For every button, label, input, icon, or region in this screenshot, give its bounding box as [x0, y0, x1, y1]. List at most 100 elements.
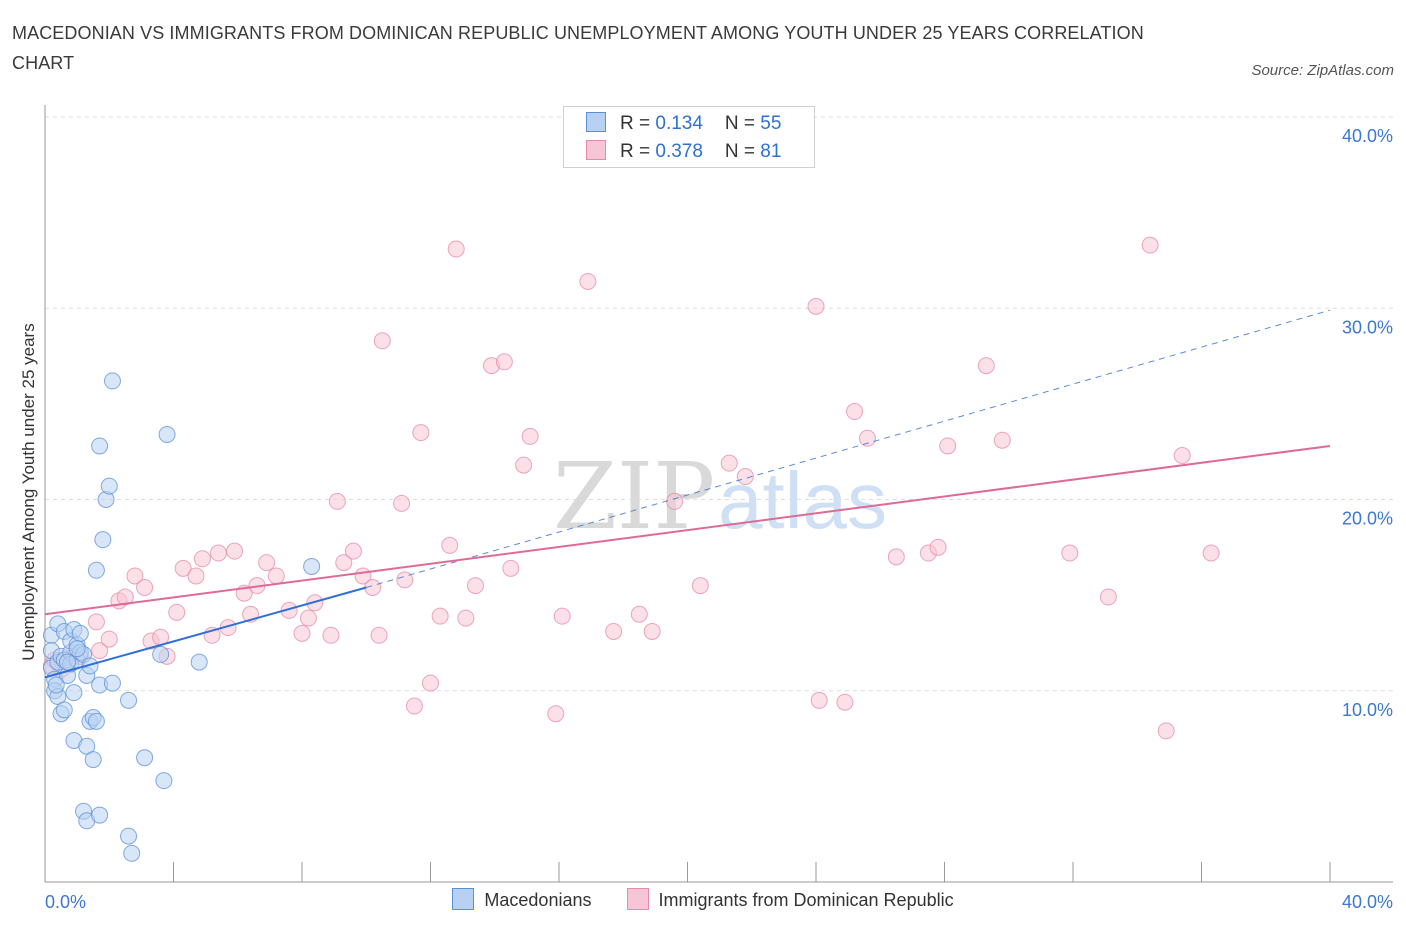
dominican-point	[810, 691, 828, 709]
dominican-point	[422, 674, 439, 692]
dominican-point	[226, 542, 244, 560]
n-value: 81	[760, 141, 782, 162]
r-label: R =	[620, 113, 656, 134]
tick-labels: 10.0% 20.0% 30.0% 40.0% 0.0% 40.0%	[45, 126, 1393, 912]
macedonian-point	[152, 645, 170, 663]
dominican-point	[547, 705, 565, 723]
dominican-point	[630, 605, 648, 623]
dominican-point	[977, 357, 995, 375]
dominican-point	[431, 607, 449, 625]
dominican-point	[993, 431, 1011, 449]
dominican-point	[553, 607, 571, 625]
dominican-point	[929, 538, 947, 556]
dominican-point	[1202, 544, 1220, 562]
dominican-point	[1141, 236, 1159, 254]
source-label: Source: ZipAtlas.com	[1251, 62, 1394, 79]
macedonian-point	[91, 437, 109, 455]
macedonian-point	[47, 676, 65, 694]
dominican-point	[666, 492, 684, 510]
legend-item-macedonians[interactable]: Macedonians	[452, 888, 591, 911]
dominican-point	[396, 571, 414, 589]
dominican-point	[136, 578, 154, 596]
dominican-point	[807, 297, 825, 315]
y-tick-label: 20.0%	[1342, 509, 1393, 529]
legend-item-dominican[interactable]: Immigrants from Dominican Republic	[626, 888, 954, 911]
macedonian-point	[55, 701, 73, 719]
legend-row-dominican: R = 0.378 N = 81	[586, 139, 781, 165]
legend-label: Immigrants from Dominican Republic	[658, 890, 954, 910]
dominican-point	[643, 622, 661, 640]
dominican-point	[457, 609, 475, 627]
r-label: R =	[620, 141, 656, 162]
macedonian-point	[84, 751, 102, 769]
dominican-point	[858, 429, 876, 447]
dominican-point	[335, 554, 353, 572]
dominican-point	[267, 567, 285, 585]
dominican-point	[116, 588, 134, 606]
dominican-point	[1099, 588, 1117, 606]
dominican-point	[466, 577, 484, 595]
grid-lines	[45, 116, 1393, 692]
dominican-point	[441, 536, 459, 554]
dominican-point	[299, 609, 317, 627]
dominican-point	[515, 456, 533, 474]
dominican-point	[447, 240, 465, 258]
legend-label: Macedonians	[484, 890, 592, 910]
dominican-point	[605, 622, 623, 640]
macedonian-trend-line	[44, 586, 367, 679]
dominican-point	[87, 613, 105, 631]
dominican-point	[1173, 447, 1191, 465]
dominican-point	[373, 332, 391, 350]
y-tick-label: 40.0%	[1342, 126, 1393, 146]
x-tick-label: 40.0%	[1342, 892, 1393, 912]
x-tick-label: 0.0%	[45, 892, 86, 912]
r-value: 0.378	[655, 141, 703, 162]
dominican-point	[521, 427, 539, 445]
macedonian-point	[103, 674, 121, 692]
dominican-point	[168, 603, 186, 621]
chart-title: MACEDONIAN VS IMMIGRANTS FROM DOMINICAN …	[12, 23, 1144, 73]
macedonian-point	[65, 684, 83, 702]
macedonian-point	[87, 561, 105, 579]
macedonian-point	[87, 712, 105, 730]
dominican-point	[393, 494, 411, 512]
y-tick-label: 10.0%	[1342, 700, 1393, 720]
macedonian-point	[136, 749, 154, 767]
dominican-point	[293, 624, 311, 642]
dominican-point	[579, 272, 597, 290]
dominican-point	[126, 567, 144, 585]
n-label: N =	[724, 141, 761, 162]
dominican-point	[405, 697, 423, 715]
dominican-point	[187, 567, 205, 585]
dominican-point	[1157, 722, 1175, 740]
macedonian-point	[100, 477, 118, 495]
r-value: 0.134	[655, 113, 703, 134]
macedonian-point	[103, 372, 121, 390]
legend-swatch-macedonians	[586, 112, 606, 132]
y-tick-label: 30.0%	[1342, 317, 1393, 337]
axes	[44, 105, 1393, 883]
dominican-point	[836, 693, 854, 711]
dominican-point	[91, 642, 109, 660]
macedonian-point	[120, 691, 138, 709]
macedonian-point	[155, 772, 173, 790]
dominican-point	[193, 550, 211, 568]
dominican-point	[502, 559, 520, 577]
macedonian-point	[158, 425, 176, 443]
data-points	[42, 236, 1220, 862]
dominican-point	[258, 554, 276, 572]
dominican-point	[720, 454, 738, 472]
dominican-point	[174, 559, 192, 577]
series-legend: Macedonians Immigrants from Dominican Re…	[0, 888, 1406, 911]
n-value: 55	[760, 113, 782, 134]
macedonian-point	[190, 653, 208, 671]
macedonian-point	[94, 531, 112, 549]
dominican-point	[344, 542, 362, 560]
legend-row-macedonians: R = 0.134 N = 55	[586, 111, 781, 137]
dominican-point	[209, 544, 227, 562]
legend-swatch-dominican	[626, 888, 649, 910]
macedonian-point	[123, 844, 141, 862]
macedonian-point	[91, 806, 109, 824]
dominican-point	[412, 424, 430, 442]
